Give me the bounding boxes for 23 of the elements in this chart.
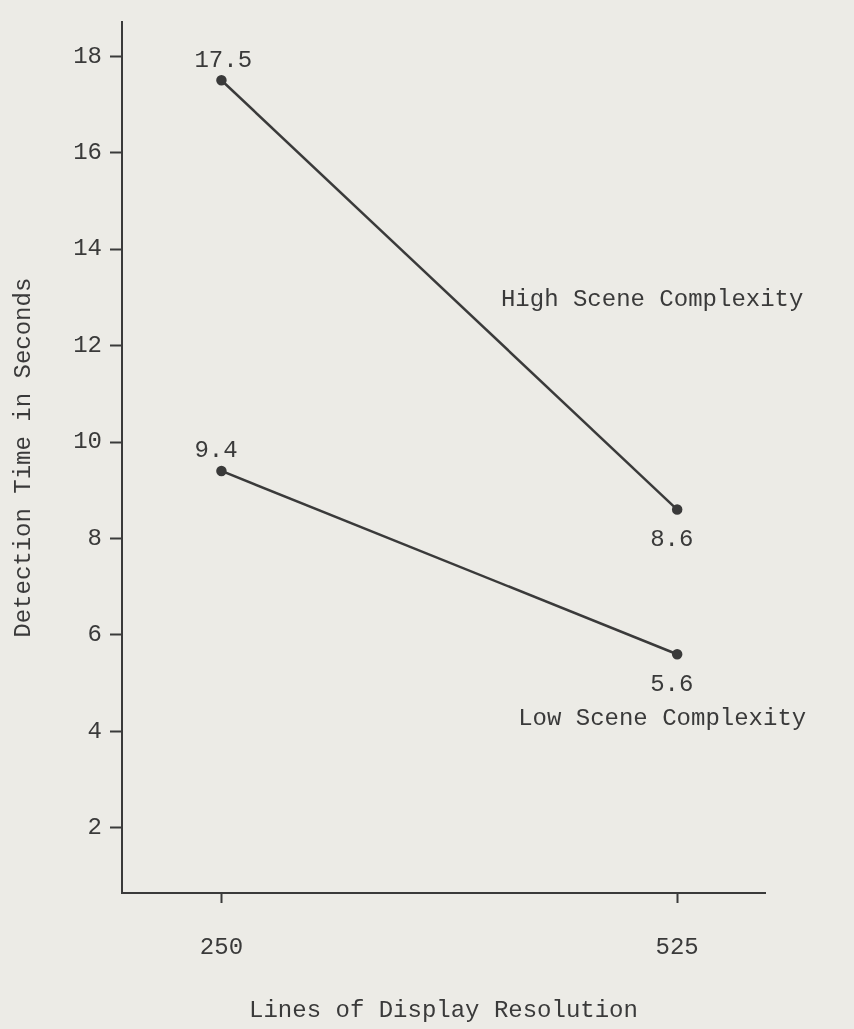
data-label: 5.6 (650, 670, 694, 698)
y-axis-title: Detection Time in Seconds (9, 277, 37, 638)
data-label: 17.5 (194, 46, 253, 74)
point (671, 649, 683, 660)
y-tick-label: 18 (73, 42, 102, 70)
y-tick-label: 8 (87, 524, 102, 552)
y-tick-label: 12 (73, 331, 102, 359)
point (216, 465, 227, 477)
point (671, 504, 683, 515)
series-label: High Scene Complexity (500, 285, 804, 313)
x-tick-label: 525 (655, 933, 699, 961)
point (216, 75, 227, 86)
y-tick-label: 10 (73, 428, 102, 456)
y-tick-label: 14 (73, 235, 102, 263)
data-label: 9.4 (194, 437, 238, 465)
y-tick-label: 4 (87, 717, 102, 745)
x-axis-title: Lines of Display Resolution (249, 996, 638, 1024)
x-tick-label: 250 (199, 933, 244, 961)
data-label: 8.6 (650, 525, 694, 553)
y-tick-label: 16 (73, 138, 102, 166)
y-tick-label: 6 (87, 621, 102, 649)
text: Low Scene Complexity (518, 704, 807, 732)
y-tick-label: 2 (87, 814, 102, 842)
